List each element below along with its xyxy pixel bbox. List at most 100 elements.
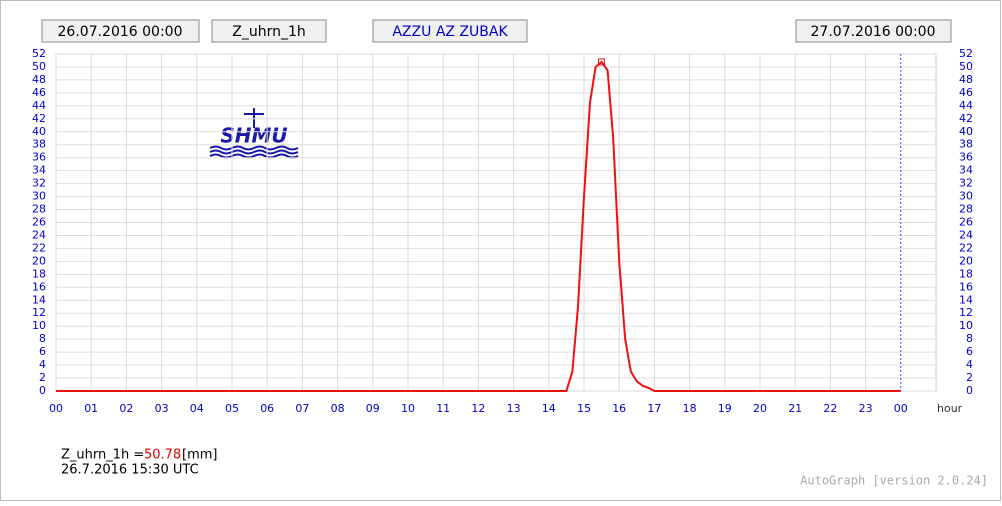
y2-tick-label: 22 [959, 241, 973, 254]
x-axis-label: hour [937, 402, 963, 415]
y2-tick-label: 12 [959, 306, 973, 319]
x-tick-label: 06 [260, 402, 274, 415]
y2-tick-label: 30 [959, 190, 973, 203]
x-tick-label: 04 [190, 402, 204, 415]
x-tick-label: 22 [823, 402, 837, 415]
y2-tick-label: 42 [959, 112, 973, 125]
y2-tick-label: 10 [959, 319, 973, 332]
y2-tick-label: 24 [959, 228, 973, 241]
x-tick-label: 07 [295, 402, 309, 415]
header-box [372, 19, 528, 43]
footer-unit: [mm] [182, 448, 217, 463]
x-tick-label: 21 [788, 402, 802, 415]
y-tick-label: 4 [39, 358, 46, 371]
x-tick-label: 10 [401, 402, 415, 415]
x-tick-label: 08 [331, 402, 345, 415]
y-tick-label: 32 [32, 177, 46, 190]
y2-tick-label: 0 [966, 384, 973, 397]
y2-tick-label: 14 [959, 293, 973, 306]
y-tick-label: 16 [32, 280, 46, 293]
y-tick-label: 2 [39, 371, 46, 384]
x-tick-label: 02 [119, 402, 133, 415]
y-tick-label: 48 [32, 73, 46, 86]
y-tick-label: 46 [32, 86, 46, 99]
x-tick-label: 00 [894, 402, 908, 415]
x-tick-label: 17 [647, 402, 661, 415]
header-box [41, 19, 200, 43]
y2-tick-label: 34 [959, 164, 973, 177]
x-tick-label: 09 [366, 402, 380, 415]
footer: Z_uhrn_1h = 50.78 [mm] 26.7.2016 15:30 U… [61, 448, 988, 488]
x-tick-label: 13 [507, 402, 521, 415]
x-tick-label: 00 [49, 402, 63, 415]
y2-tick-label: 16 [959, 280, 973, 293]
y2-tick-label: 4 [966, 358, 973, 371]
y2-tick-label: 6 [966, 345, 973, 358]
y-tick-label: 10 [32, 319, 46, 332]
max-marker [598, 58, 606, 66]
start-date: 26.07.2016 00:00 [58, 24, 183, 40]
y-tick-label: 26 [32, 216, 46, 229]
header-box [795, 19, 952, 43]
y2-tick-label: 48 [959, 73, 973, 86]
footer-label: Z_uhrn_1h = [61, 448, 144, 463]
y-tick-label: 14 [32, 293, 46, 306]
y-tick-label: 20 [32, 254, 46, 267]
x-tick-label: 23 [859, 402, 873, 415]
y-tick-label: 50 [32, 60, 46, 73]
y2-tick-label: 8 [966, 332, 973, 345]
y2-tick-label: 2 [966, 371, 973, 384]
x-tick-label: 19 [718, 402, 732, 415]
y-tick-label: 40 [32, 125, 46, 138]
y-tick-label: 42 [32, 112, 46, 125]
x-tick-label: 20 [753, 402, 767, 415]
x-tick-label: 16 [612, 402, 626, 415]
y-tick-label: 36 [32, 151, 46, 164]
x-tick-label: 11 [436, 402, 450, 415]
y2-tick-label: 52 [959, 47, 973, 60]
y2-tick-label: 36 [959, 151, 973, 164]
data-line [56, 60, 901, 392]
y2-tick-label: 50 [959, 60, 973, 73]
y-tick-label: 34 [32, 164, 46, 177]
variable: Z_uhrn_1h [232, 24, 306, 40]
y-tick-label: 44 [32, 99, 46, 112]
x-tick-label: 18 [683, 402, 697, 415]
y2-tick-label: 38 [959, 138, 973, 151]
y-tick-label: 52 [32, 47, 46, 60]
header: 26.07.2016 00:00 Z_uhrn_1h AZZU AZ ZUBAK… [41, 19, 952, 43]
x-tick-label: 14 [542, 402, 556, 415]
y-tick-label: 18 [32, 267, 46, 280]
x-tick-label: 03 [155, 402, 169, 415]
logo-vane [244, 113, 264, 115]
y-tick-label: 38 [32, 138, 46, 151]
y-tick-label: 8 [39, 332, 46, 345]
end-date: 27.07.2016 00:00 [811, 24, 936, 40]
x-tick-label: 12 [471, 402, 485, 415]
y-tick-label: 12 [32, 306, 46, 319]
y2-tick-label: 28 [959, 203, 973, 216]
header-box [211, 19, 327, 43]
x-tick-label: 05 [225, 402, 239, 415]
footer-value: 50.78 [144, 448, 181, 463]
y2-tick-label: 20 [959, 254, 973, 267]
x-tick-label: 01 [84, 402, 98, 415]
version: AutoGraph [version 2.0.24] [800, 474, 988, 488]
logo-mast [253, 108, 255, 128]
y-tick-label: 30 [32, 190, 46, 203]
y2-tick-label: 44 [959, 99, 973, 112]
footer-time: 26.7.2016 15:30 UTC [61, 463, 199, 478]
logo-text: SHMU [220, 124, 287, 148]
y2-tick-label: 40 [959, 125, 973, 138]
y-tick-label: 0 [39, 384, 46, 397]
x-tick-label: 15 [577, 402, 591, 415]
y2-tick-label: 46 [959, 86, 973, 99]
y-tick-label: 22 [32, 241, 46, 254]
y-tick-label: 6 [39, 345, 46, 358]
y2-tick-label: 32 [959, 177, 973, 190]
y-tick-label: 28 [32, 203, 46, 216]
station: AZZU AZ ZUBAK [392, 24, 508, 40]
y2-tick-label: 18 [959, 267, 973, 280]
